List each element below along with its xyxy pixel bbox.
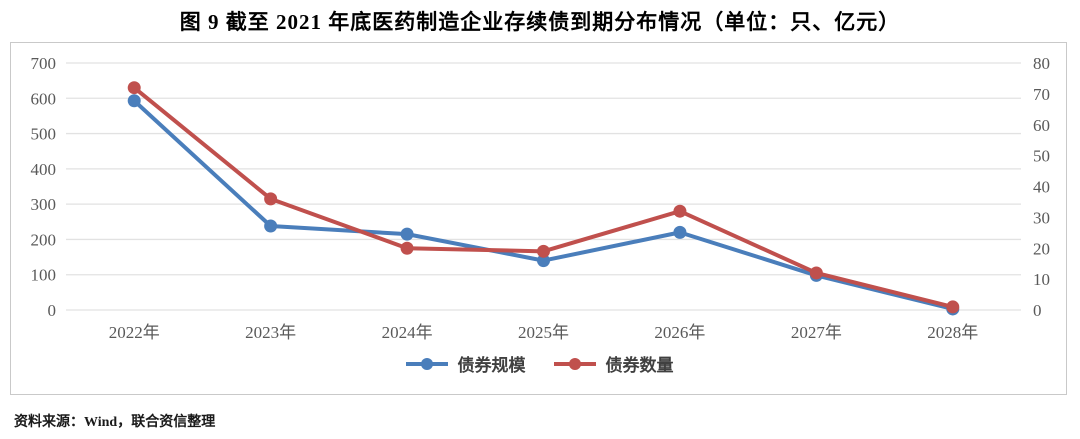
left-axis-tick-label: 700 [31,54,57,73]
left-axis-tick-label: 500 [31,125,57,144]
x-axis-tick-label: 2025年 [518,323,569,342]
data-point-marker [127,94,141,108]
x-axis-tick-label: 2028年 [927,323,978,342]
data-point-marker [537,244,550,258]
data-point-marker [537,254,550,268]
right-axis-tick-label: 20 [1033,239,1050,258]
legend-item-bond-count: 债券数量 [552,351,674,376]
left-axis-tick-label: 400 [31,160,57,179]
data-point-marker [264,219,278,233]
chart-frame: 700 600 500 400 300 200 100 0 80 70 60 50 40 30 20 10 0 2… [10,42,1067,395]
left-axis-tick-label: 200 [31,230,57,249]
right-axis-tick-label: 40 [1033,178,1050,197]
right-axis-tick-label: 70 [1033,85,1050,104]
legend-item-bond-scale: 债券规模 [404,351,526,376]
data-point-marker [127,81,141,95]
data-point-marker [400,227,414,241]
x-axis-tick-label: 2024年 [382,323,433,342]
x-axis-tick-label: 2026年 [654,323,705,342]
x-axis-tick-label: 2027年 [791,323,842,342]
data-point-marker [946,300,960,314]
x-axis-tick-label: 2023年 [245,323,296,342]
right-axis-tick-label: 10 [1033,270,1050,289]
legend-marker-icon [405,357,448,370]
data-point-marker [809,266,823,280]
left-axis-tick-label: 100 [31,266,57,285]
chart-legend: 债券规模 债券数量 [11,351,1066,376]
legend-label: 债券规模 [457,356,526,375]
chart-plot: 7006005004003002001000807060504030201002… [31,54,1051,342]
right-axis-tick-label: 30 [1033,208,1050,227]
x-axis-tick-label: 2022年 [109,323,160,342]
left-axis-tick-label: 600 [31,89,57,108]
source-note: 资料来源：Wind，联合资信整理 [14,415,216,430]
right-axis-tick-label: 60 [1033,116,1050,135]
chart-title: 图 9 截至 2021 年底医药制造企业存续债到期分布情况（单位：只、亿元） [179,10,901,34]
legend-marker-icon [553,357,596,370]
left-axis-tick-label: 300 [31,195,57,214]
left-axis-tick-label: 0 [48,301,57,320]
data-point-marker [400,241,414,255]
right-axis-tick-label: 50 [1033,147,1050,166]
right-axis-tick-label: 80 [1033,54,1050,73]
data-point-marker [673,225,687,239]
data-point-marker [264,192,278,206]
data-point-marker [673,204,687,218]
series-line [132,85,955,309]
legend-label: 债券数量 [605,356,674,375]
right-axis-tick-label: 0 [1033,301,1042,320]
